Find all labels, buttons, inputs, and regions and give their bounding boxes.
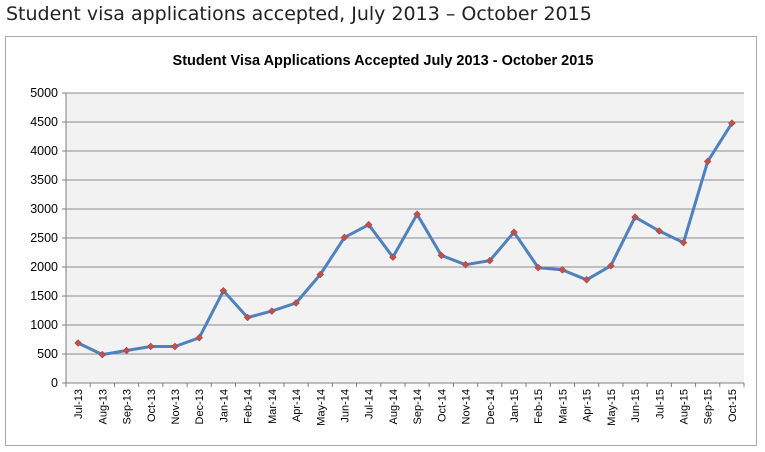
x-tick-label: Dec-14 (485, 389, 497, 424)
data-point (413, 210, 421, 219)
data-point (98, 350, 107, 359)
y-tick-label: 2000 (30, 260, 58, 274)
data-point (316, 270, 325, 279)
y-tick-label: 3500 (30, 173, 58, 187)
data-point (582, 275, 591, 284)
x-tick-label: Mar-14 (267, 389, 279, 424)
data-point (292, 299, 300, 307)
x-tick-label: Sep-15 (703, 389, 715, 424)
data-point (655, 227, 664, 235)
gridlines (66, 92, 744, 355)
data-point (461, 260, 470, 269)
x-tick-label: May-14 (315, 389, 327, 426)
x-tick-label: Sep-14 (412, 389, 424, 424)
x-tick-label: Feb-14 (243, 389, 255, 424)
x-tick-label: Oct-13 (146, 389, 158, 422)
data-point (558, 266, 567, 274)
x-tick-label: Jan-15 (509, 389, 521, 423)
data-point (679, 238, 688, 247)
x-tick-label: Oct-14 (436, 389, 448, 422)
x-tick-label: Feb-15 (533, 389, 545, 424)
data-point (606, 261, 615, 270)
y-tick-label: 1500 (30, 289, 58, 303)
data-point (219, 286, 228, 295)
line-chart: Student Visa Applications Accepted July … (30, 53, 745, 426)
data-point (485, 256, 494, 265)
series-group (74, 119, 736, 359)
page-title: Student visa applications accepted, July… (6, 3, 592, 25)
x-tick-label: Mar-15 (557, 389, 569, 424)
x-axis-ticks: Jul-13 Aug-13 Sep-13 Oct-13 Nov-13 Dec-13 Jan-… (65, 383, 745, 426)
data-point (510, 228, 518, 237)
y-tick-label: 500 (37, 347, 58, 361)
data-point (171, 342, 179, 351)
series-line (77, 122, 734, 357)
data-point (389, 253, 397, 261)
data-point (195, 333, 204, 342)
y-tick-label: 0 (51, 376, 58, 390)
y-tick-label: 1000 (30, 318, 58, 332)
x-tick-label: Jan-14 (218, 389, 230, 423)
data-point (364, 220, 373, 229)
y-tick-label: 2500 (30, 231, 58, 245)
data-point (534, 263, 543, 272)
x-tick-label: Jul-15 (654, 389, 666, 419)
x-tick-label: Sep-13 (122, 389, 134, 424)
x-tick-label: Jun-14 (339, 389, 351, 423)
x-tick-label: Dec-13 (194, 389, 206, 424)
data-point (703, 157, 712, 166)
data-point (243, 313, 252, 322)
x-tick-label: Jun-15 (630, 389, 642, 423)
data-point (146, 342, 155, 351)
y-tick-label: 4500 (30, 115, 58, 129)
x-tick-label: Jul-14 (364, 389, 376, 419)
x-tick-label: Apr-14 (291, 389, 303, 422)
x-tick-label: Aug-13 (97, 389, 109, 424)
data-point (74, 339, 82, 347)
data-point (122, 346, 131, 355)
x-tick-label: May-15 (606, 389, 618, 426)
chart-title: Student Visa Applications Accepted July … (173, 53, 594, 69)
data-point (631, 213, 639, 221)
x-tick-label: Jul-13 (73, 389, 85, 419)
x-tick-label: Aug-15 (678, 389, 690, 424)
data-point (267, 307, 276, 315)
y-tick-label: 4000 (30, 144, 58, 158)
y-axis-ticks: 0 500 1000 1500 2000 2500 3000 3500 4000 4500 5000 (30, 86, 66, 390)
x-tick-label: Oct-15 (727, 389, 739, 422)
chart-frame: Student Visa Applications Accepted July … (5, 36, 757, 446)
x-tick-label: Nov-13 (170, 389, 182, 424)
x-tick-label: Apr-15 (582, 389, 594, 422)
data-point (728, 119, 736, 128)
data-point (340, 233, 349, 242)
y-tick-label: 3000 (30, 202, 58, 216)
x-tick-label: Nov-14 (461, 389, 473, 424)
x-tick-label: Aug-14 (388, 389, 400, 424)
data-point (437, 251, 446, 260)
y-tick-label: 5000 (30, 86, 58, 100)
